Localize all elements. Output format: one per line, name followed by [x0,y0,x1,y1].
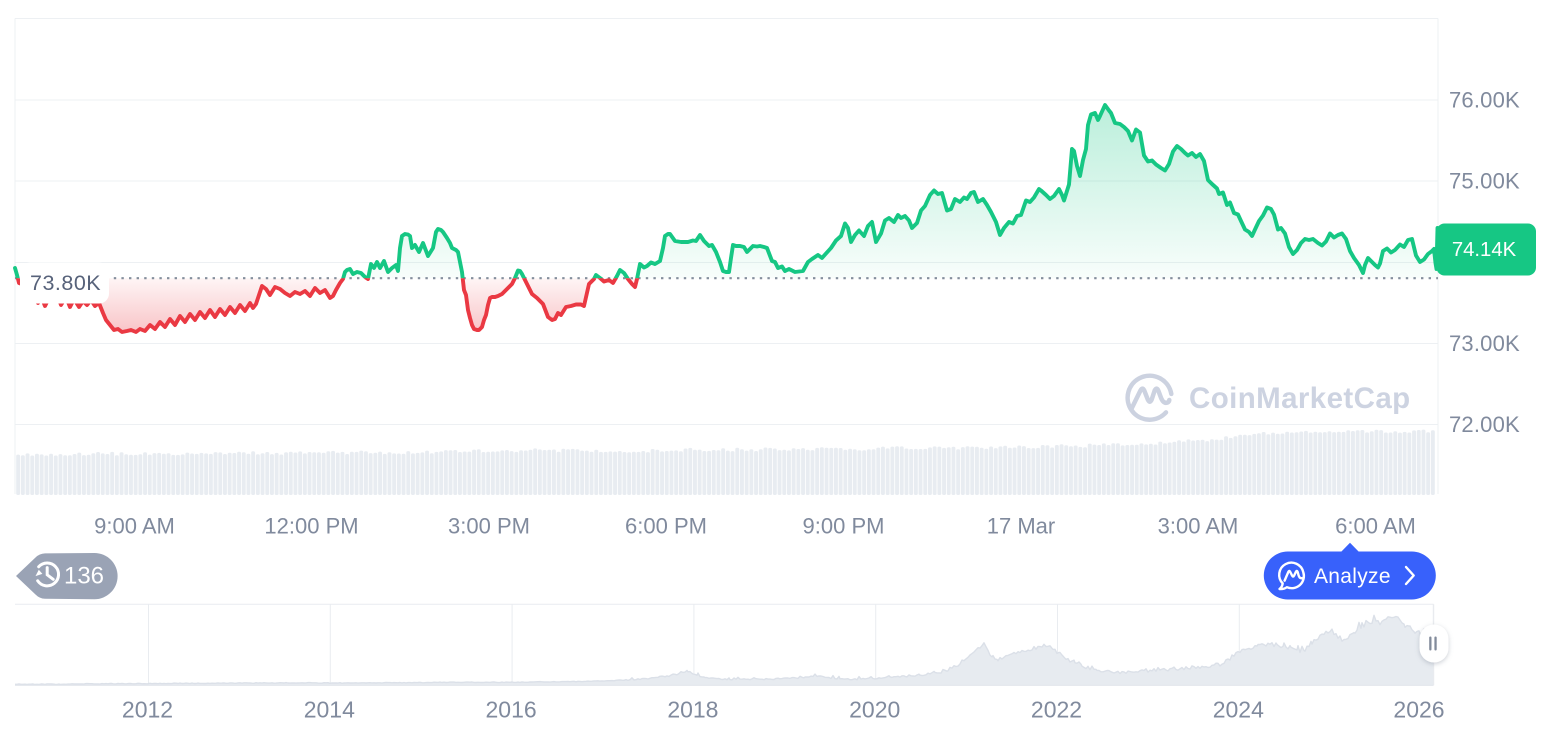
svg-text:2018: 2018 [667,697,718,723]
svg-text:17 Mar: 17 Mar [987,513,1055,538]
svg-text:136: 136 [64,563,104,590]
svg-text:73.00K: 73.00K [1449,331,1520,356]
svg-text:6:00 PM: 6:00 PM [625,513,707,538]
svg-text:Analyze: Analyze [1314,565,1391,588]
svg-text:75.00K: 75.00K [1449,169,1520,194]
svg-text:CoinMarketCap: CoinMarketCap [1189,382,1411,415]
svg-text:9:00 PM: 9:00 PM [803,513,885,538]
svg-text:9:00 AM: 9:00 AM [94,513,175,538]
svg-text:2014: 2014 [304,697,355,723]
svg-text:2024: 2024 [1213,697,1264,723]
svg-text:2016: 2016 [486,697,537,723]
svg-text:74.14K: 74.14K [1452,239,1517,261]
svg-text:6:00 AM: 6:00 AM [1335,513,1416,538]
svg-text:76.00K: 76.00K [1449,88,1520,113]
svg-text:2026: 2026 [1393,697,1444,723]
svg-text:12:00 PM: 12:00 PM [264,513,358,538]
svg-text:3:00 PM: 3:00 PM [448,513,530,538]
svg-text:2012: 2012 [122,697,173,723]
svg-text:2020: 2020 [849,697,900,723]
svg-text:3:00 AM: 3:00 AM [1158,513,1239,538]
svg-text:73.80K: 73.80K [30,271,101,295]
svg-text:72.00K: 72.00K [1449,412,1520,437]
svg-text:2022: 2022 [1031,697,1082,723]
